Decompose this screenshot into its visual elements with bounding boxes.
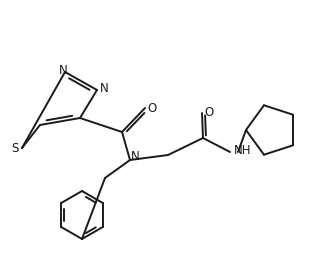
Text: NH: NH [234,144,252,157]
Text: N: N [59,63,67,76]
Text: S: S [11,141,19,155]
Text: N: N [131,151,139,163]
Text: O: O [204,106,214,120]
Text: O: O [147,102,157,115]
Text: N: N [100,81,108,94]
